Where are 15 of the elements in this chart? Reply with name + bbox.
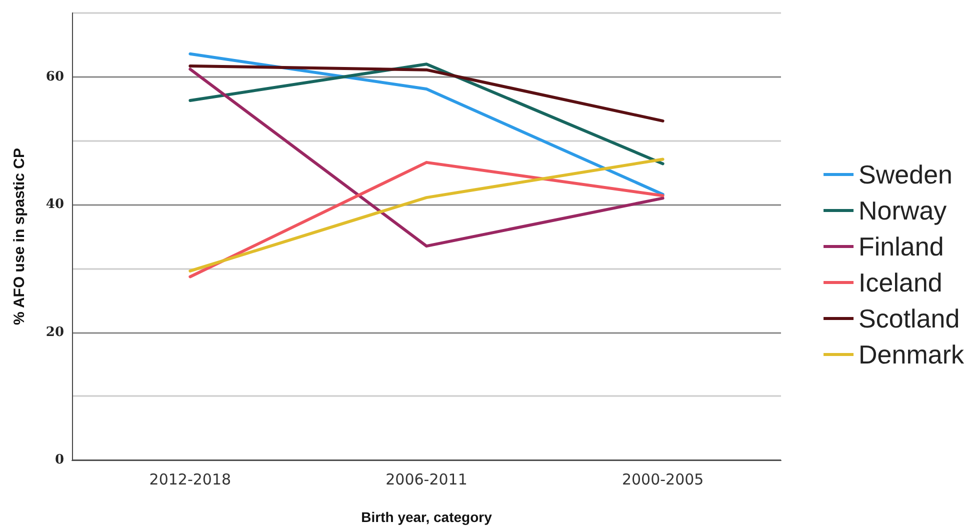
legend-label: Iceland bbox=[858, 268, 942, 298]
y-tick-label: 40 bbox=[46, 197, 64, 212]
y-axis-title: % AFO use in spastic CP bbox=[11, 148, 28, 325]
x-axis-title: Birth year, category bbox=[361, 509, 492, 525]
legend-label: Norway bbox=[858, 196, 947, 226]
y-tick-label: 20 bbox=[46, 324, 64, 340]
legend-label: Sweden bbox=[858, 160, 952, 190]
legend-label: Scotland bbox=[858, 304, 960, 334]
y-tick-label: 60 bbox=[46, 69, 64, 84]
legend-label: Denmark bbox=[858, 340, 965, 370]
x-tick-label: 2006-2011 bbox=[386, 470, 468, 488]
x-tick-label: 2000-2005 bbox=[622, 470, 704, 488]
legend-label: Finland bbox=[858, 232, 944, 262]
x-tick-label: 2012-2018 bbox=[149, 470, 232, 488]
y-tick-label: 0 bbox=[54, 452, 64, 468]
